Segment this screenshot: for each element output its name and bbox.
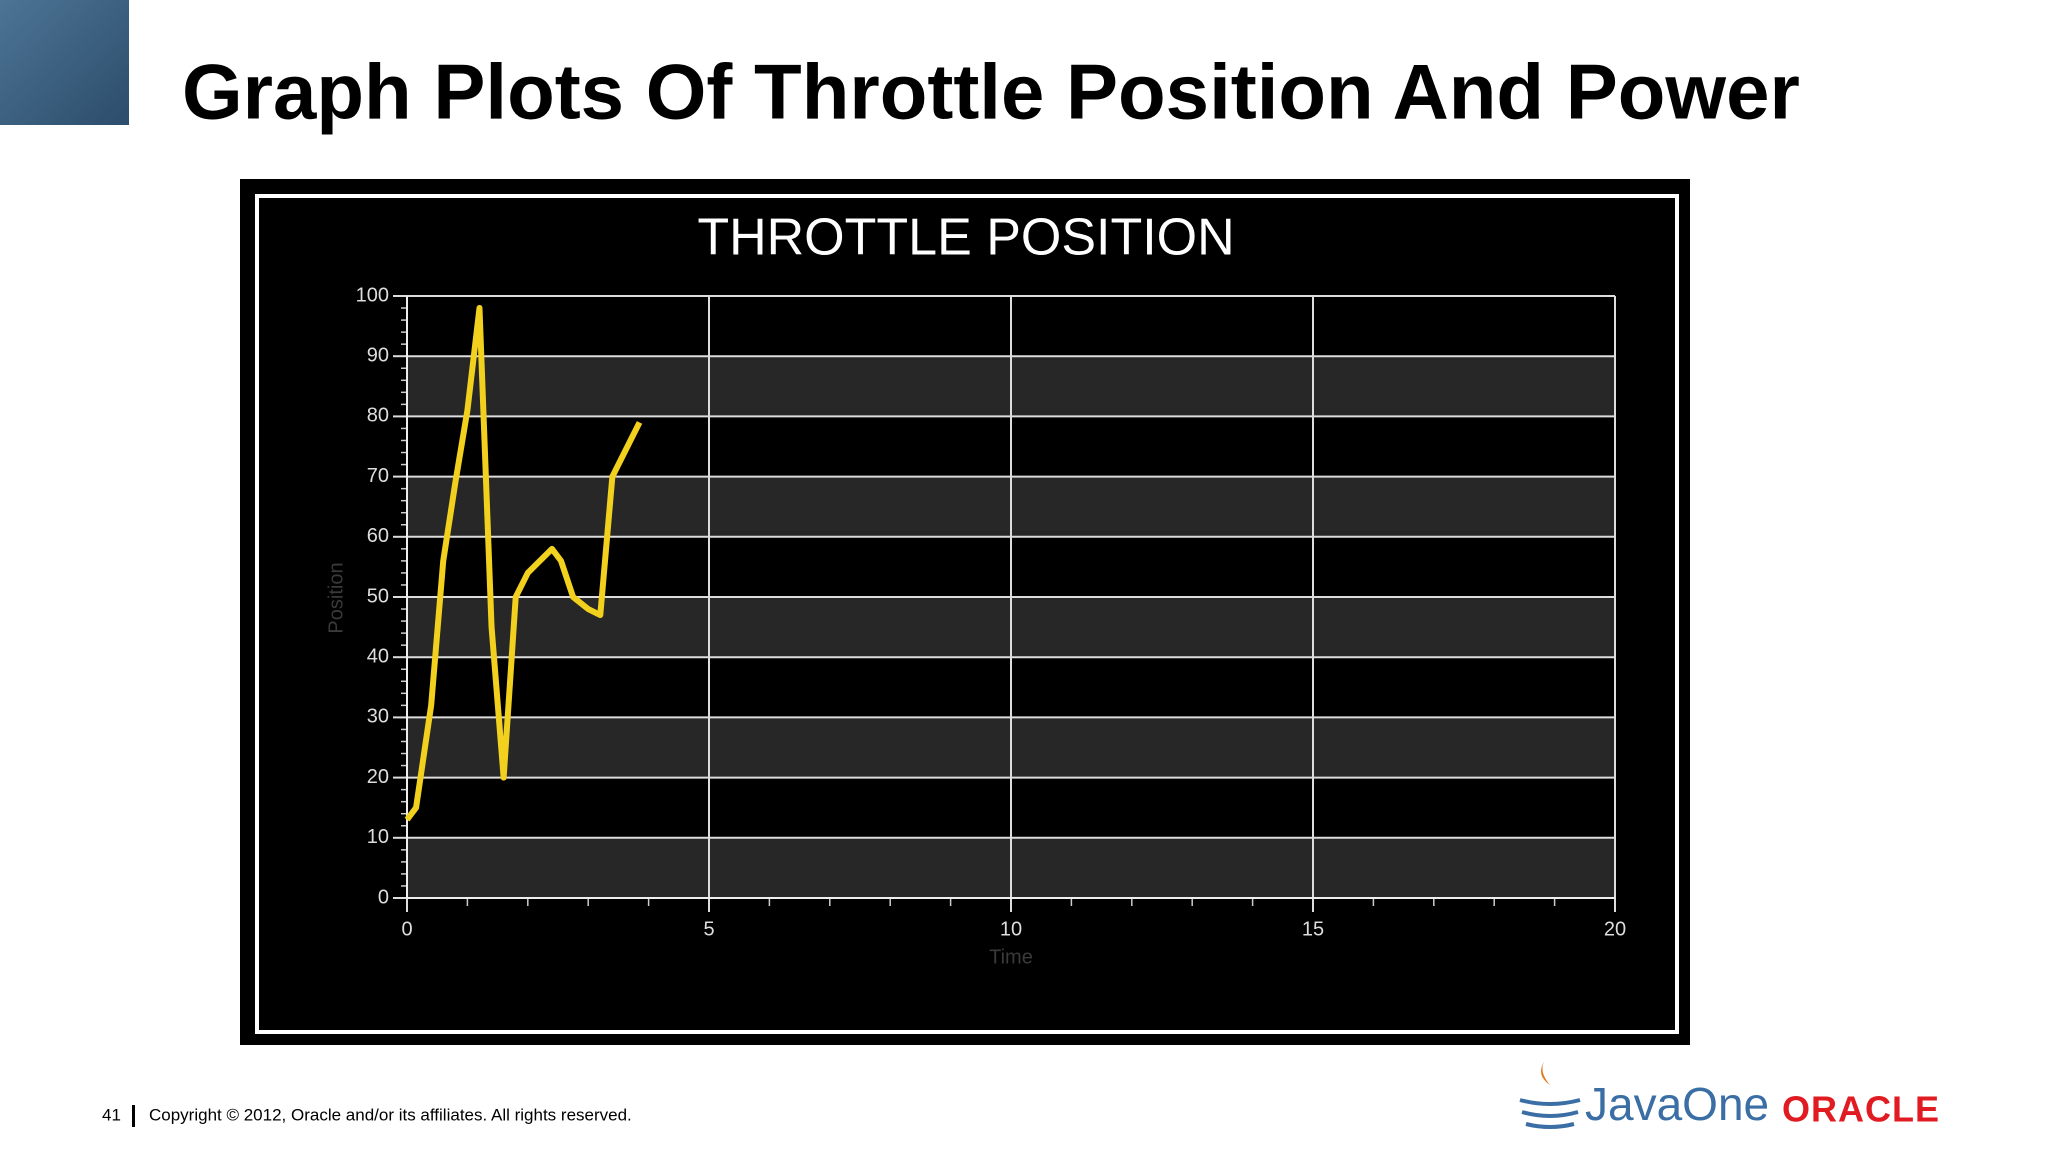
slide-title: Graph Plots Of Throttle Position And Pow… xyxy=(182,48,1800,136)
x-tick-label: 10 xyxy=(1000,918,1022,940)
y-tick-label: 90 xyxy=(367,344,389,366)
y-tick-label: 50 xyxy=(367,585,389,607)
y-tick-label: 100 xyxy=(356,284,389,306)
y-axis-label: Position xyxy=(325,562,347,633)
data-line xyxy=(404,305,643,822)
y-tick-label: 80 xyxy=(367,405,389,427)
java-flame xyxy=(1541,1060,1550,1085)
y-tick-label: 20 xyxy=(367,766,389,788)
y-tick-label: 0 xyxy=(378,886,389,908)
oracle-logo: ORACLE xyxy=(1782,1089,1940,1130)
chart-border xyxy=(255,194,1679,1034)
x-tick-label: 15 xyxy=(1302,918,1324,940)
javaone-logo: JavaOne xyxy=(1585,1078,1769,1130)
chart-title: THROTTLE POSITION xyxy=(697,209,1234,267)
x-tick-label: 20 xyxy=(1604,918,1626,940)
copyright: Copyright © 2012, Oracle and/or its affi… xyxy=(149,1105,632,1124)
separator xyxy=(132,1105,135,1127)
x-axis-label: Time xyxy=(989,946,1033,968)
y-tick-label: 30 xyxy=(367,706,389,728)
java-cup xyxy=(1519,1098,1581,1129)
x-tick-label: 5 xyxy=(703,918,714,940)
plot: 0 10 20 30 40 50 60 70 80 90 100 0 5 10 15 20 xyxy=(356,284,1627,940)
y-tick-label: 40 xyxy=(367,645,389,667)
x-tick-label: 0 xyxy=(401,918,412,940)
y-tick-label: 10 xyxy=(367,826,389,848)
y-tick-label: 70 xyxy=(367,465,389,487)
page-number: 41 xyxy=(102,1105,121,1124)
accent-square xyxy=(0,0,129,125)
y-tick-label: 60 xyxy=(367,525,389,547)
